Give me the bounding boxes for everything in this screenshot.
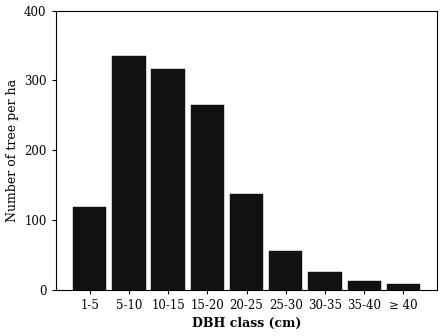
Bar (308, 272, 342, 290)
Bar (112, 56, 146, 290)
Bar (387, 284, 420, 290)
Bar (73, 207, 106, 290)
Bar (269, 251, 303, 290)
Bar (190, 105, 224, 290)
X-axis label: DBH class (cm): DBH class (cm) (192, 318, 301, 330)
Bar (152, 69, 185, 290)
Bar (347, 282, 381, 290)
Bar (230, 194, 263, 290)
Y-axis label: Number of tree per ha: Number of tree per ha (6, 79, 19, 222)
